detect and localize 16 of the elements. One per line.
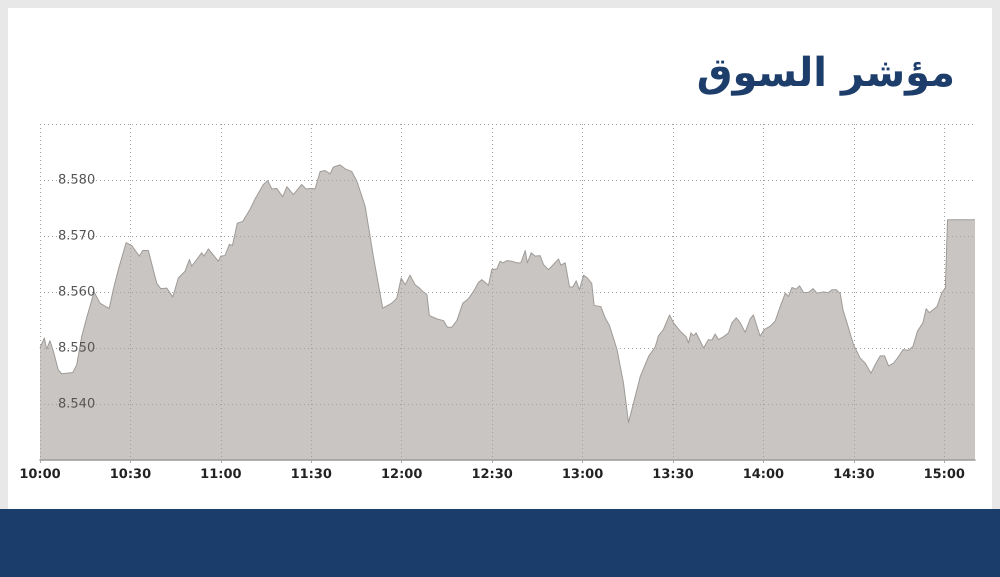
y-tick-label: 8.570 [58,228,96,244]
x-tick-label: 12:30 [471,467,513,482]
x-tick-label: 10:00 [19,467,61,482]
y-tick-label: 8.580 [58,172,96,188]
x-tick-label: 11:00 [200,467,242,482]
y-tick-label: 8.560 [58,284,96,300]
x-tick-label: 13:30 [652,467,694,482]
x-tick-label: 12:00 [381,467,422,482]
x-tick-label: 11:30 [290,467,332,482]
chart-title: مؤشر السوق [696,50,956,96]
x-tick-label: 15:00 [924,467,965,482]
x-tick-label: 14:30 [833,467,875,482]
x-tick-label: 13:00 [562,467,604,482]
y-tick-label: 8.540 [58,396,96,412]
x-tick-label: 10:30 [110,467,152,482]
x-tick-label: 14:00 [742,467,784,482]
